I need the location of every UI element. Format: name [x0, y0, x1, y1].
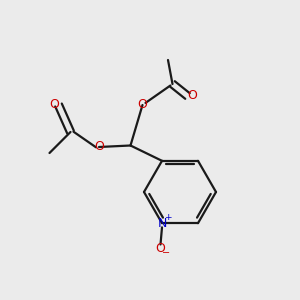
Text: O: O	[156, 242, 165, 255]
Text: N: N	[157, 217, 167, 230]
Text: O: O	[188, 89, 197, 103]
Text: −: −	[162, 248, 171, 259]
Text: O: O	[94, 140, 104, 154]
Text: O: O	[138, 98, 147, 112]
Text: +: +	[164, 213, 171, 222]
Text: O: O	[49, 98, 58, 111]
